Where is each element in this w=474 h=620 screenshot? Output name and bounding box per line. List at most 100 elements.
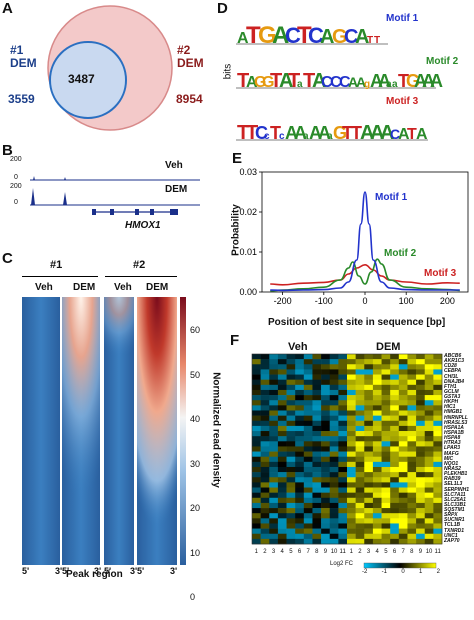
heatmap-cell bbox=[321, 379, 331, 386]
heatmap-cell bbox=[269, 369, 279, 375]
heatmap-cell bbox=[269, 410, 279, 416]
heatmap-cell bbox=[312, 492, 322, 499]
heatmap-cell bbox=[286, 410, 296, 416]
heatmap-cell bbox=[364, 477, 374, 483]
heatmap-cell bbox=[277, 461, 287, 468]
heatmap-cell bbox=[416, 359, 426, 365]
heatmap-cell bbox=[416, 410, 426, 416]
heatmap-cell bbox=[433, 456, 443, 463]
heatmap-cell bbox=[390, 379, 400, 386]
gene-row-label: GSTA3 bbox=[444, 394, 461, 401]
heatmap-cell bbox=[269, 472, 279, 478]
heatmap-cell bbox=[252, 446, 261, 452]
heatmap-cell bbox=[303, 384, 313, 391]
heatmap-cell bbox=[277, 456, 287, 463]
heatmap-cell bbox=[407, 538, 417, 545]
heatmap-cell bbox=[286, 436, 296, 442]
heatmap-cell bbox=[416, 492, 426, 499]
heatmap-cell bbox=[321, 528, 331, 535]
heatmap-cell bbox=[407, 395, 417, 401]
heatmap-cell bbox=[329, 508, 339, 514]
heatmap-cell bbox=[364, 354, 374, 360]
heatmap-cell bbox=[355, 425, 365, 432]
heatmap-cell bbox=[433, 446, 443, 452]
heatmap-cell bbox=[286, 446, 296, 452]
heatmap-cell bbox=[252, 518, 261, 524]
heatmap-cell bbox=[277, 400, 287, 406]
heatmap-cell bbox=[295, 533, 305, 540]
heatmap-cell bbox=[260, 420, 270, 427]
heatmap-cell bbox=[295, 410, 305, 416]
heatmap-cell bbox=[372, 395, 382, 401]
svg-text:a: a bbox=[297, 79, 303, 90]
heatmap-cell bbox=[347, 528, 356, 535]
heatmap-cell bbox=[381, 389, 391, 396]
heatmap-cell bbox=[277, 482, 287, 488]
heatmap-cell bbox=[269, 461, 279, 468]
svg-text:a: a bbox=[386, 79, 392, 90]
heatmap-cell bbox=[424, 518, 434, 524]
gene-row-label: SRPX bbox=[444, 512, 458, 519]
heatmap-cell bbox=[398, 441, 408, 447]
heatmap-cell bbox=[286, 472, 296, 478]
heatmap-cell bbox=[252, 502, 261, 509]
heatmap-cell bbox=[347, 466, 356, 473]
heatmap-cell bbox=[286, 497, 296, 504]
colorbar-tick: 20 bbox=[190, 503, 201, 513]
f-legend bbox=[363, 562, 437, 569]
heatmap-cell bbox=[277, 513, 287, 519]
heatmap-cell bbox=[286, 461, 296, 468]
heatmap-cell bbox=[416, 502, 426, 509]
gene-expression-heatmap bbox=[251, 353, 443, 545]
heatmap-cell bbox=[321, 538, 331, 545]
heatmap-cell bbox=[277, 395, 287, 401]
heatmap-cell bbox=[295, 379, 305, 386]
gene-row-label: NRAS2 bbox=[444, 465, 461, 472]
heatmap-cell bbox=[329, 420, 339, 427]
gene-row-label: SLC25A1 bbox=[444, 496, 466, 503]
heatmap-cell bbox=[329, 518, 339, 524]
svg-text:A: A bbox=[318, 123, 331, 143]
heatmap-cell bbox=[252, 477, 261, 483]
heatmap-cell bbox=[416, 364, 426, 370]
heatmap-cell bbox=[338, 425, 348, 432]
heatmap-cell bbox=[295, 369, 305, 375]
heatmap-cell bbox=[260, 425, 270, 432]
heatmap-cell bbox=[295, 359, 305, 365]
heatmap-cell bbox=[433, 497, 443, 504]
heatmap-cell bbox=[321, 492, 331, 499]
track-dem-zero: 0 bbox=[14, 199, 18, 206]
heatmap-cell bbox=[260, 364, 270, 370]
heatmap-cell bbox=[381, 461, 391, 468]
heatmap-cell bbox=[407, 431, 417, 437]
heatmap-cell bbox=[338, 441, 348, 447]
heatmap-col-dem1-signal bbox=[62, 297, 100, 497]
svg-text:A: A bbox=[380, 122, 394, 144]
heatmap-cell bbox=[321, 415, 331, 422]
heatmap-cell bbox=[260, 487, 270, 493]
heatmap-cell bbox=[329, 436, 339, 442]
gene-label: HMOX1 bbox=[125, 220, 161, 231]
heatmap-cell bbox=[390, 395, 400, 401]
heatmap-cell bbox=[381, 420, 391, 427]
heatmap-cell bbox=[407, 497, 417, 504]
heatmap-cell bbox=[398, 497, 408, 504]
heatmap-cell bbox=[364, 420, 374, 427]
heatmap-cell bbox=[372, 425, 382, 432]
heatmap-cell bbox=[416, 456, 426, 463]
heatmap-cell bbox=[407, 528, 417, 535]
heatmap-cell bbox=[390, 487, 400, 493]
heatmap-cell bbox=[321, 482, 331, 488]
heatmap-cell bbox=[416, 497, 426, 504]
heatmap-cell bbox=[407, 415, 417, 422]
gene-row-label: DNAJB4 bbox=[444, 378, 465, 385]
heatmap-cell bbox=[424, 374, 434, 380]
heatmap-cell bbox=[338, 487, 348, 493]
e-ytick-label: 0.00 bbox=[239, 287, 257, 297]
heatmap-cell bbox=[355, 405, 365, 411]
heatmap-cell bbox=[398, 518, 408, 524]
heatmap-cell bbox=[398, 472, 408, 478]
heatmap-cell bbox=[312, 456, 322, 463]
heatmap-cell bbox=[321, 451, 331, 458]
heatmap-cell bbox=[295, 374, 305, 380]
